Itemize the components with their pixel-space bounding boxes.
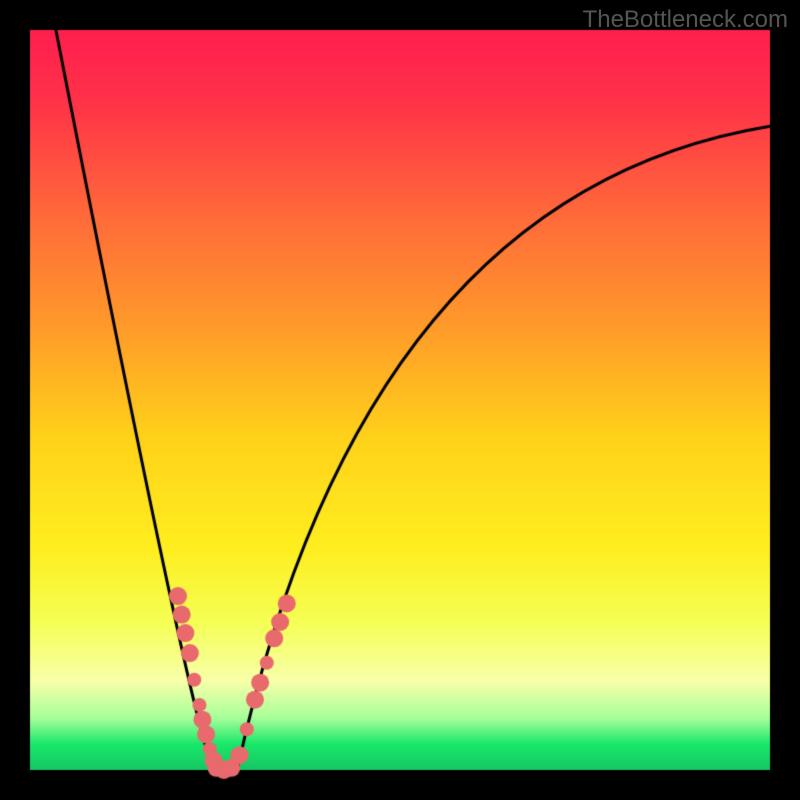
bottleneck-chart-canvas bbox=[0, 0, 800, 800]
watermark-text: TheBottleneck.com bbox=[583, 6, 788, 34]
chart-stage: TheBottleneck.com bbox=[0, 0, 800, 800]
